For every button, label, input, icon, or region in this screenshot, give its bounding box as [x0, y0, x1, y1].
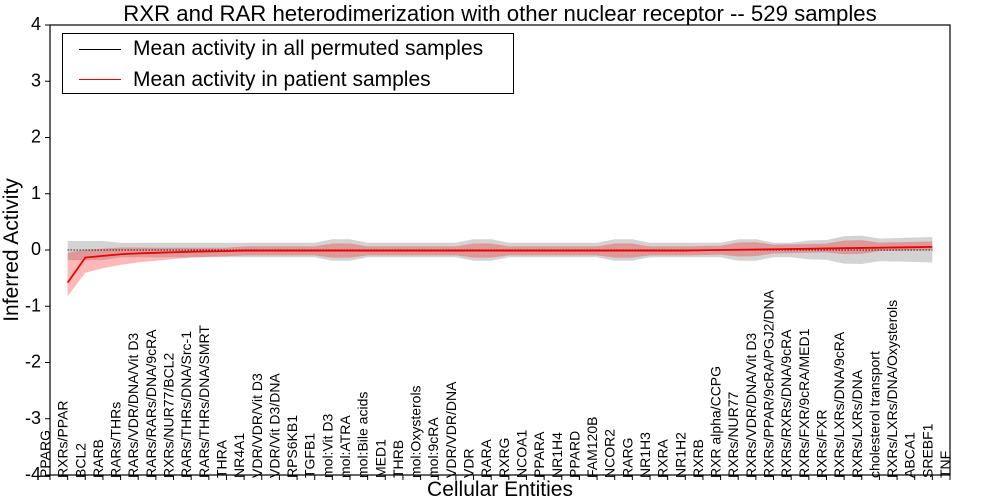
svg-text:RXRs/VDR/DNA/Vit D3: RXRs/VDR/DNA/Vit D3 [743, 333, 759, 478]
svg-text:RARA: RARA [478, 438, 494, 478]
svg-text:NR4A1: NR4A1 [231, 433, 247, 478]
svg-text:VDR/Vit D3/DNA: VDR/Vit D3/DNA [266, 373, 282, 478]
svg-text:SREBF1: SREBF1 [919, 423, 935, 478]
svg-text:RXRs/PPAR/9cRA/PGJ2/DNA: RXRs/PPAR/9cRA/PGJ2/DNA [761, 289, 777, 478]
svg-text:NCOA1: NCOA1 [513, 430, 529, 478]
svg-text:RXRs/LXRs/DNA/Oxysterols: RXRs/LXRs/DNA/Oxysterols [884, 300, 900, 478]
svg-text:RXRG: RXRG [496, 438, 512, 478]
svg-text:-1: -1 [25, 295, 41, 315]
svg-text:RXRB: RXRB [690, 439, 706, 478]
svg-text:VDR/VDR/DNA: VDR/VDR/DNA [443, 381, 459, 478]
svg-text:THRB: THRB [390, 440, 406, 478]
svg-text:RPS6KB1: RPS6KB1 [284, 415, 300, 478]
svg-text:TNF: TNF [937, 451, 953, 478]
svg-text:4: 4 [31, 14, 41, 34]
svg-text:RXRs/FXR/9cRA/MED1: RXRs/FXR/9cRA/MED1 [796, 328, 812, 478]
svg-text:RARB: RARB [90, 439, 106, 478]
svg-text:BCL2: BCL2 [72, 443, 88, 478]
svg-text:NR1H4: NR1H4 [549, 432, 565, 478]
svg-text:RXRs/NUR77/BCL2: RXRs/NUR77/BCL2 [161, 353, 177, 478]
svg-text:RARs/RARs/DNA/9cRA: RARs/RARs/DNA/9cRA [143, 329, 159, 478]
svg-text:RARs/THRs/DNA/Src-1: RARs/THRs/DNA/Src-1 [178, 331, 194, 478]
svg-text:PPARD: PPARD [566, 431, 582, 478]
svg-text:1: 1 [31, 183, 41, 203]
svg-text:-2: -2 [25, 352, 41, 372]
svg-text:TGFB1: TGFB1 [302, 433, 318, 478]
svg-text:MED1: MED1 [372, 439, 388, 478]
svg-text:cholesterol transport: cholesterol transport [866, 351, 882, 478]
svg-text:3: 3 [31, 70, 41, 90]
svg-text:RXRA: RXRA [655, 438, 671, 478]
svg-text:RARG: RARG [619, 438, 635, 478]
svg-text:RXRs/NUR77: RXRs/NUR77 [725, 391, 741, 478]
svg-text:RARs/THRs: RARs/THRs [108, 402, 124, 478]
svg-text:PPARG: PPARG [37, 430, 53, 478]
svg-text:THRA: THRA [213, 439, 229, 478]
svg-text:RXRs/PPAR: RXRs/PPAR [55, 400, 71, 478]
svg-text:NCOR2: NCOR2 [602, 429, 618, 478]
svg-text:mol:9cRA: mol:9cRA [425, 417, 441, 478]
svg-text:PPARA: PPARA [531, 431, 547, 478]
svg-text:mol:ATRA: mol:ATRA [337, 415, 353, 478]
svg-text:-3: -3 [25, 408, 41, 428]
svg-text:mol:Oxysterols: mol:Oxysterols [408, 385, 424, 478]
svg-text:FAM120B: FAM120B [584, 417, 600, 478]
svg-text:VDR: VDR [461, 448, 477, 478]
svg-text:NR1H2: NR1H2 [672, 432, 688, 478]
svg-text:RXRs/RXRs/DNA/9cRA: RXRs/RXRs/DNA/9cRA [778, 329, 794, 478]
svg-text:0: 0 [31, 239, 41, 259]
svg-text:RXR alpha/CCPG: RXR alpha/CCPG [708, 366, 724, 478]
svg-text:mol:Vit D3: mol:Vit D3 [319, 413, 335, 478]
svg-text:RARs/VDR/DNA/Vit D3: RARs/VDR/DNA/Vit D3 [125, 333, 141, 478]
svg-text:ABCA1: ABCA1 [902, 432, 918, 478]
svg-text:NR1H3: NR1H3 [637, 432, 653, 478]
svg-text:RXRs/LXRs/DNA/9cRA: RXRs/LXRs/DNA/9cRA [831, 331, 847, 478]
svg-text:VDR/VDR/Vit D3: VDR/VDR/Vit D3 [249, 373, 265, 478]
svg-text:2: 2 [31, 127, 41, 147]
svg-text:RXRs/FXR: RXRs/FXR [813, 410, 829, 478]
svg-text:RXRs/LXRs/DNA: RXRs/LXRs/DNA [849, 369, 865, 478]
svg-text:RARs/THRs/DNA/SMRT: RARs/THRs/DNA/SMRT [196, 325, 212, 478]
svg-text:mol:Bile acids: mol:Bile acids [355, 392, 371, 478]
